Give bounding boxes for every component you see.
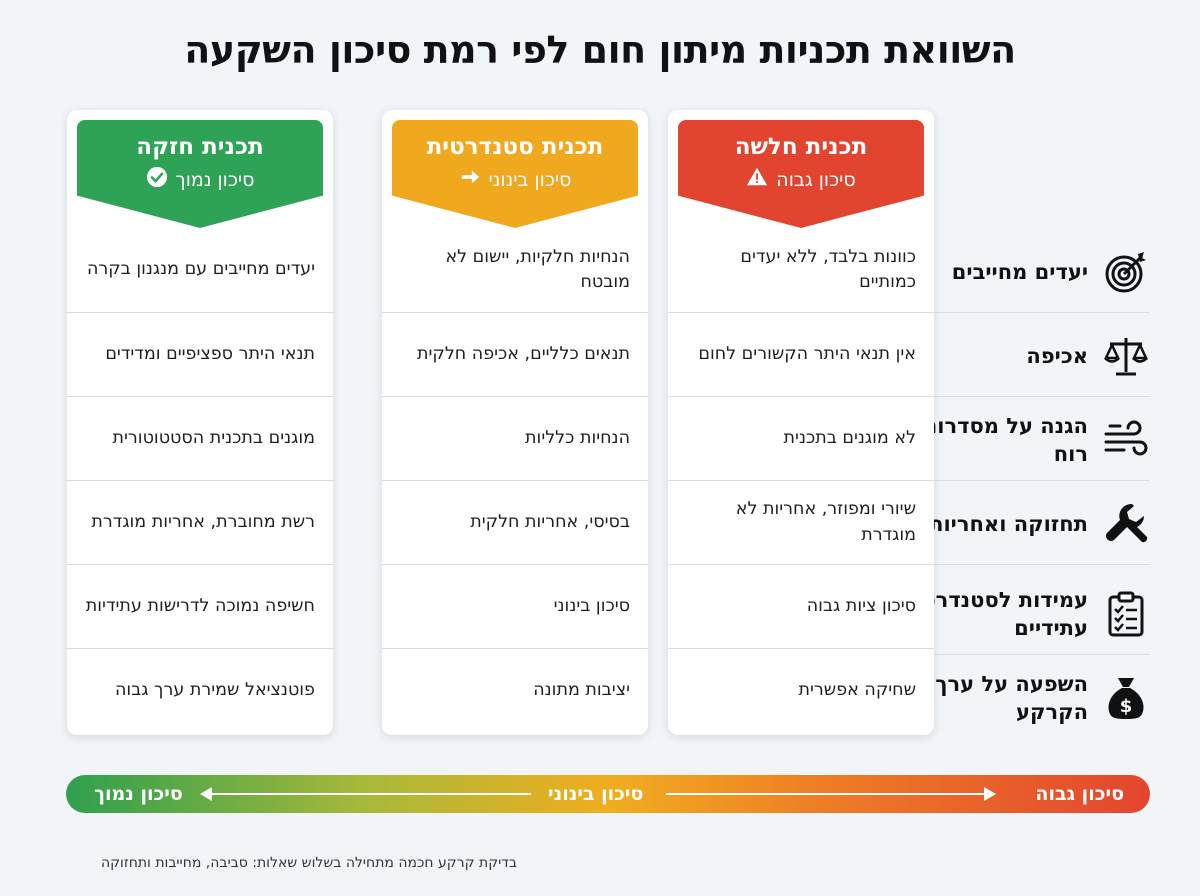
target-icon [1102, 248, 1150, 296]
arrow-right-icon [459, 166, 481, 193]
plan-card-weak: תכנית חלשה סיכון גבוה כוונות בלבד, ללא י… [668, 110, 934, 735]
plan-cell: בסיסי, אחריות חלקית [382, 480, 648, 564]
risk-scale-bar: סיכון גבוה סיכון בינוני סיכון נמוך [66, 775, 1150, 813]
row-divider [935, 396, 1150, 397]
plan-cell-text: הנחיות חלקיות, יישום לא מובטח [445, 246, 630, 292]
row-label-text: יעדים מחייבים [951, 259, 1088, 284]
row-label-text: הגנה על מסדרונות רוח [906, 413, 1088, 466]
risk-low-label: סיכון נמוך [94, 783, 183, 805]
plan-cell-text: פוטנציאל שמירת ערך גבוה [114, 679, 315, 700]
check-circle-icon [146, 166, 168, 193]
plan-cell-text: יציבות מתונה [533, 679, 630, 700]
plan-risk: סיכון נמוך [77, 166, 323, 193]
plan-cell: שחיקה אפשרית [668, 648, 934, 732]
plan-cell-text: שחיקה אפשרית [798, 679, 916, 700]
plan-cell-text: תנאי היתר ספציפיים ומדידים [105, 343, 315, 364]
plan-cell: הנחיות כלליות [382, 396, 648, 480]
row-divider [935, 480, 1150, 481]
row-divider [935, 564, 1150, 565]
plan-cell: יציבות מתונה [382, 648, 648, 732]
plan-cell: סיכון בינוני [382, 564, 648, 648]
plan-cell: כוונות בלבד, ללא יעדים כמותיים [668, 228, 934, 312]
plan-cell-text: יעדים מחייבים עם מנגנון בקרה [86, 259, 315, 280]
plan-risk-label: סיכון נמוך [175, 168, 255, 191]
plan-cell-text: חשיפה נמוכה לדרישות עתידיות [85, 595, 315, 616]
plan-cell: רשת מחוברת, אחריות מוגדרת [67, 480, 333, 564]
plan-cell-text: תנאים כלליים, אכיפה חלקית [416, 343, 630, 364]
risk-medium-label: סיכון בינוני [548, 783, 644, 805]
plan-cell-text: כוונות בלבד, ללא יעדים כמותיים [740, 246, 916, 292]
plan-risk: סיכון גבוה [678, 166, 924, 193]
wind-icon [1102, 416, 1150, 464]
plan-name: תכנית חלשה [734, 134, 868, 160]
arrow-head-right-icon [984, 787, 996, 801]
plan-cell-text: הנחיות כלליות [525, 427, 630, 448]
plan-name: תכנית סטנדרטית [426, 134, 604, 160]
plan-cell: הנחיות חלקיות, יישום לא מובטח [382, 228, 648, 312]
plan-cell: חשיפה נמוכה לדרישות עתידיות [67, 564, 333, 648]
plan-cell-text: סיכון ציות גבוה [806, 595, 916, 616]
row-divider [935, 654, 1150, 655]
row-label: $ השפעה על ערך הקרקע [880, 656, 1150, 740]
plan-card-strong: תכנית חזקה סיכון נמוך יעדים מחייבים עם מ… [67, 110, 333, 735]
risk-high-label: סיכון גבוה [1035, 783, 1124, 805]
plan-cell: סיכון ציות גבוה [668, 564, 934, 648]
arrow-line-left [206, 793, 531, 795]
plan-cell: לא מוגנים בתכנית [668, 396, 934, 480]
wrench-icon [1102, 500, 1150, 548]
plan-cell-text: מוגנים בתכנית הסטטוטורית [112, 427, 315, 448]
row-label: אכיפה [880, 314, 1150, 398]
plan-header-weak: תכנית חלשה סיכון גבוה [678, 120, 924, 228]
arrow-head-left-icon [200, 787, 212, 801]
row-label-text: השפעה על ערך הקרקע [935, 671, 1088, 724]
row-label: יעדים מחייבים [880, 230, 1150, 314]
row-label: תחזוקה ואחריות [880, 482, 1150, 566]
footnote: בדיקת קרקע חכמה מתחילה בשלוש שאלות: סביב… [100, 855, 517, 871]
plan-header-strong: תכנית חזקה סיכון נמוך [77, 120, 323, 228]
plan-cell-text: אין תנאי היתר הקשורים לחום [698, 343, 916, 364]
page-title: השוואת תכניות מיתון חום לפי רמת סיכון הש… [184, 28, 1016, 72]
plan-header-standard: תכנית סטנדרטית סיכון בינוני [392, 120, 638, 228]
plan-cell-text: בסיסי, אחריות חלקית [470, 511, 630, 532]
plan-cell: מוגנים בתכנית הסטטוטורית [67, 396, 333, 480]
plan-cell: יעדים מחייבים עם מנגנון בקרה [67, 228, 333, 312]
svg-text:$: $ [1120, 696, 1133, 717]
plan-cell: פוטנציאל שמירת ערך גבוה [67, 648, 333, 732]
row-label-text: אכיפה [1026, 343, 1088, 368]
row-label: הגנה על מסדרונות רוח [880, 398, 1150, 482]
money-bag-icon: $ [1102, 674, 1150, 722]
row-label-text: תחזוקה ואחריות [929, 511, 1088, 536]
plan-cell: תנאי היתר ספציפיים ומדידים [67, 312, 333, 396]
plan-cell: אין תנאי היתר הקשורים לחום [668, 312, 934, 396]
plan-risk-label: סיכון גבוה [776, 168, 856, 191]
warning-icon [746, 166, 768, 193]
plan-cell-text: סיכון בינוני [553, 595, 630, 616]
plan-risk: סיכון בינוני [392, 166, 638, 193]
plan-card-standard: תכנית סטנדרטית סיכון בינוני הנחיות חלקיו… [382, 110, 648, 735]
plan-cell: שיורי ומפוזר, אחריות לא מוגדרת [668, 480, 934, 564]
plan-cell: תנאים כלליים, אכיפה חלקית [382, 312, 648, 396]
row-divider [935, 312, 1150, 313]
plan-risk-label: סיכון בינוני [488, 168, 572, 191]
checklist-icon [1102, 590, 1150, 638]
plan-cell-text: לא מוגנים בתכנית [783, 427, 916, 448]
arrow-line-right [666, 793, 986, 795]
plan-cell-text: שיורי ומפוזר, אחריות לא מוגדרת [735, 499, 916, 545]
plan-cell-text: רשת מחוברת, אחריות מוגדרת [91, 511, 315, 532]
plan-name: תכנית חזקה [136, 134, 264, 160]
scales-icon [1102, 332, 1150, 380]
